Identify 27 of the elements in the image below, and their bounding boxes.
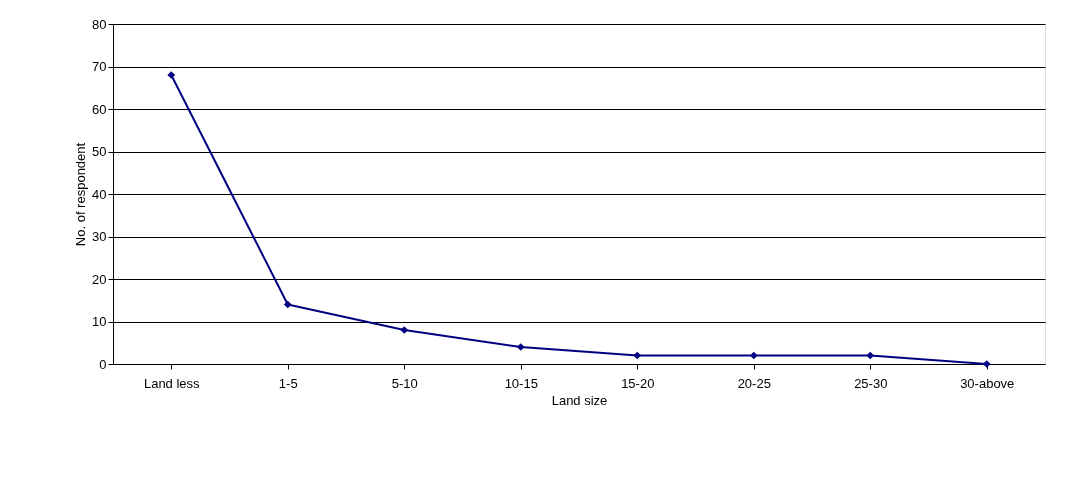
- x-tick-label: 30-above: [960, 375, 1015, 391]
- y-tick-label: 20: [92, 271, 107, 287]
- point: [749, 351, 758, 360]
- x-tick-label: 25-30: [854, 375, 888, 391]
- point: [866, 351, 875, 360]
- y-tick-label: 80: [92, 16, 107, 32]
- y-tick-label: 40: [92, 186, 107, 202]
- point: [283, 300, 292, 309]
- point: [982, 360, 991, 368]
- point: [516, 343, 525, 351]
- x-tick-label: 10-15: [504, 375, 538, 391]
- point: [400, 326, 409, 334]
- y-tick-label: 70: [92, 59, 107, 74]
- x-tick-label: 20-25: [737, 375, 771, 391]
- x-tick-label: 5-10: [391, 375, 418, 391]
- x-axis-title: Land size: [551, 392, 608, 408]
- point: [633, 351, 642, 360]
- x-tick-label: 1-5: [278, 375, 298, 391]
- y-tick-label: 10: [92, 314, 107, 329]
- y-tick-label: 60: [92, 101, 107, 117]
- point: [167, 71, 176, 79]
- y-tick-label: 0: [99, 356, 107, 372]
- y-tick-label: 50: [92, 144, 107, 159]
- x-tick-label: Land less: [143, 375, 201, 391]
- y-tick-label: 30: [92, 229, 107, 244]
- x-tick-label: 15-20: [621, 375, 655, 391]
- y-axis-title: No. of respondent: [73, 142, 89, 247]
